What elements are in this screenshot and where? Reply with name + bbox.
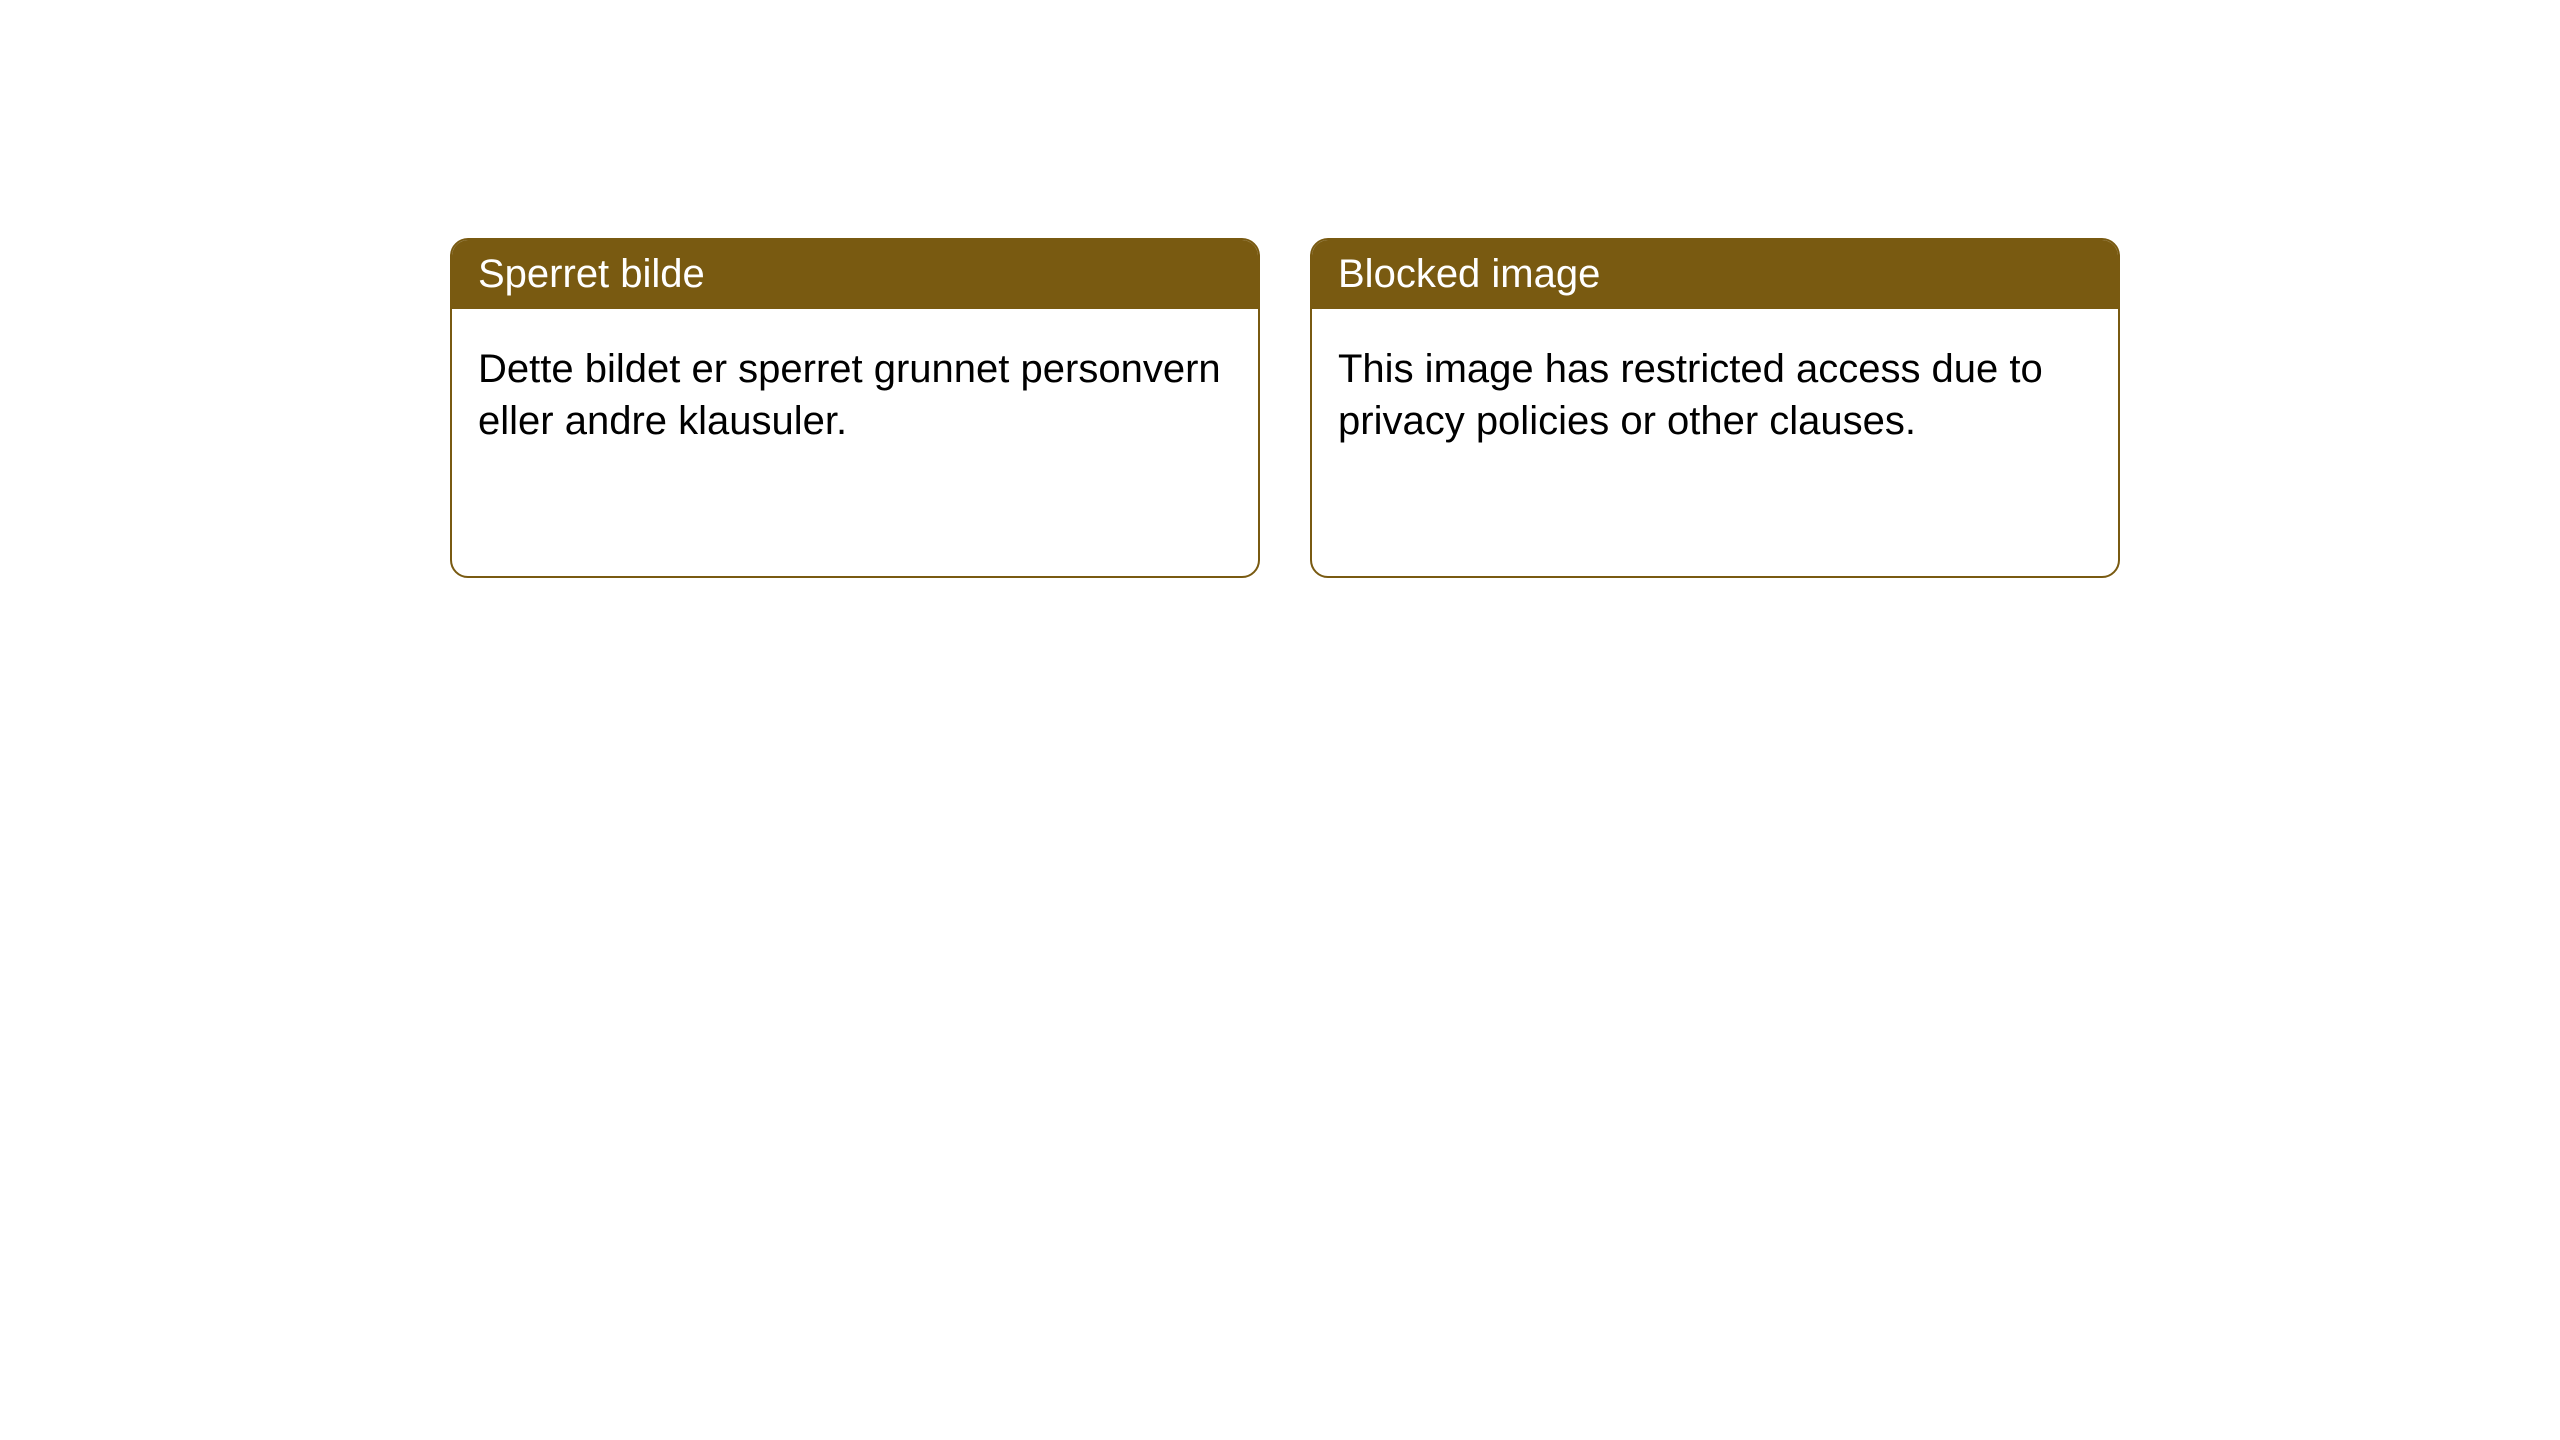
- card-header: Sperret bilde: [452, 240, 1258, 309]
- blocked-image-card-no: Sperret bilde Dette bildet er sperret gr…: [450, 238, 1260, 578]
- card-header: Blocked image: [1312, 240, 2118, 309]
- card-body: This image has restricted access due to …: [1312, 309, 2118, 481]
- card-title: Blocked image: [1338, 252, 1600, 296]
- cards-container: Sperret bilde Dette bildet er sperret gr…: [0, 0, 2560, 578]
- card-message: Dette bildet er sperret grunnet personve…: [478, 347, 1221, 443]
- card-message: This image has restricted access due to …: [1338, 347, 2043, 443]
- blocked-image-card-en: Blocked image This image has restricted …: [1310, 238, 2120, 578]
- card-title: Sperret bilde: [478, 252, 705, 296]
- card-body: Dette bildet er sperret grunnet personve…: [452, 309, 1258, 481]
